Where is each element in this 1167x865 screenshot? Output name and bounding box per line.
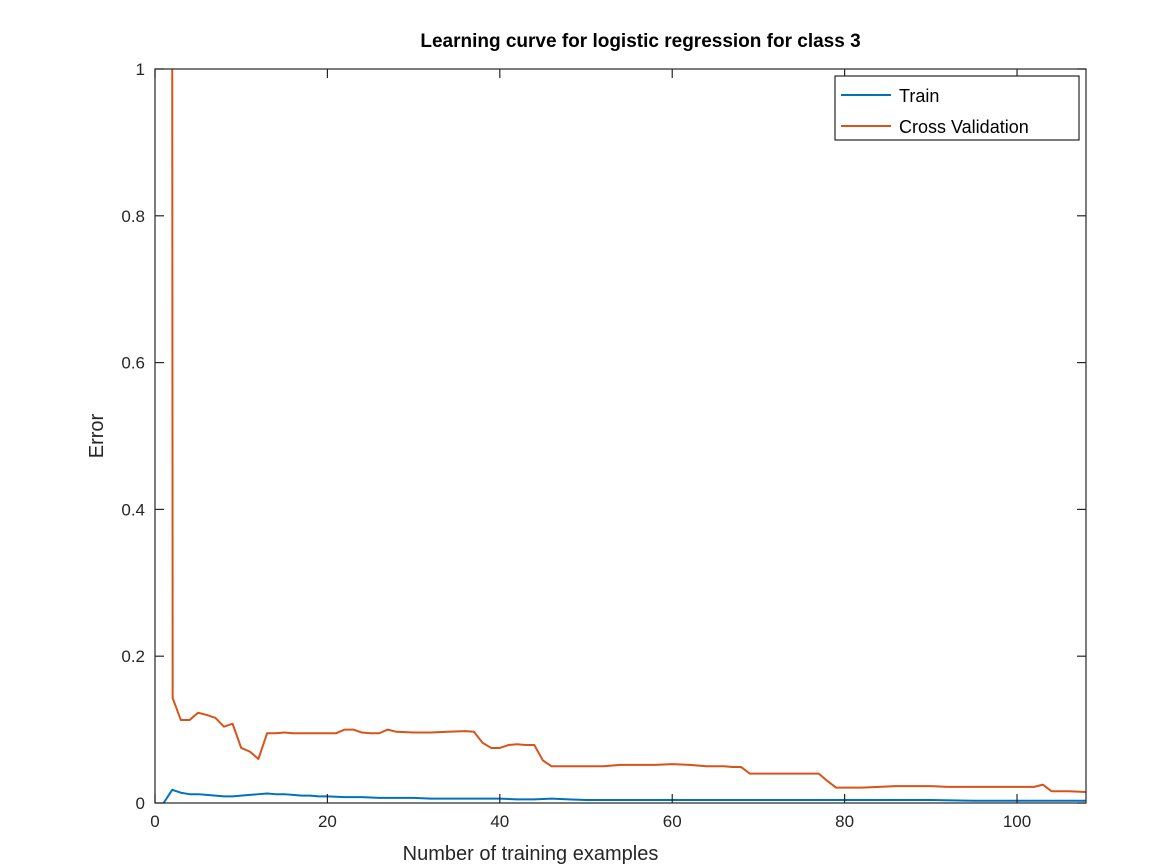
x-tick-label: 40 — [490, 812, 509, 831]
x-tick-label: 80 — [835, 812, 854, 831]
legend-label-cross-validation: Cross Validation — [899, 117, 1029, 137]
x-tick-label: 20 — [318, 812, 337, 831]
y-tick-label: 0.6 — [121, 354, 145, 373]
plot-area — [155, 69, 1086, 803]
chart-title: Learning curve for logistic regression f… — [420, 31, 860, 52]
legend: Train Cross Validation — [834, 75, 1080, 141]
y-tick-label: 0 — [136, 794, 145, 813]
legend-label-train: Train — [899, 86, 939, 106]
legend-box — [834, 75, 1080, 141]
y-tick-label: 0.4 — [121, 500, 145, 519]
y-axis-label: Error — [86, 413, 108, 458]
x-axis-label: Number of training examples — [403, 843, 659, 865]
y-tick-label: 1 — [136, 60, 145, 79]
plot-frame — [154, 68, 1087, 804]
series-line-train — [162, 788, 1086, 804]
y-tick-label: 0.2 — [121, 647, 145, 666]
series-line-cross-validation — [171, 68, 1087, 793]
ticks-layer: 0 20 40 60 80 100 0 0.2 0.4 0.6 0.8 1 — [121, 60, 1086, 831]
x-tick-label: 0 — [150, 812, 159, 831]
x-tick-label: 100 — [1003, 812, 1031, 831]
series-layer — [162, 68, 1087, 804]
x-tick-label: 60 — [663, 812, 682, 831]
y-tick-label: 0.8 — [121, 207, 145, 226]
